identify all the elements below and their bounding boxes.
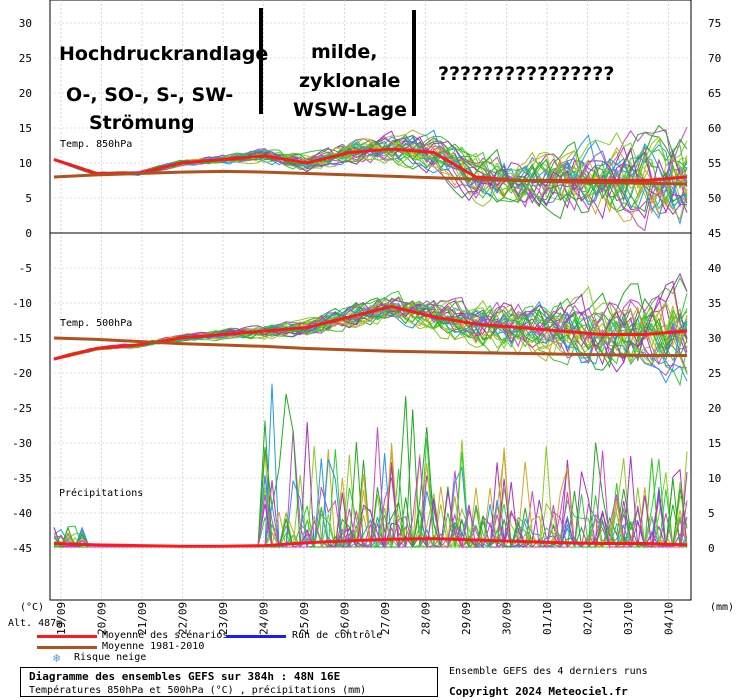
y2-tick-label: 75 bbox=[708, 17, 721, 30]
footer-title: Diagramme des ensembles GEFS sur 384h : … bbox=[29, 670, 341, 683]
y2-tick-label: 50 bbox=[708, 192, 721, 205]
y2-tick-label: 60 bbox=[708, 122, 721, 135]
y-tick-label: -30 bbox=[12, 437, 32, 450]
x-tick-label: 29/09 bbox=[460, 602, 473, 635]
footer-subtitle: Températures 850hPa et 500hPa (°C) , pré… bbox=[29, 685, 367, 696]
y-tick-label: -15 bbox=[12, 332, 32, 345]
annotation-wsw-lage: WSW-Lage bbox=[293, 99, 407, 121]
y2-tick-label: 45 bbox=[708, 227, 721, 240]
left-unit-label: (°C) bbox=[20, 602, 44, 613]
x-tick-label: 22/09 bbox=[177, 602, 190, 635]
y2-tick-label: 25 bbox=[708, 367, 721, 380]
y2-tick-label: 55 bbox=[708, 157, 721, 170]
y-tick-label: -45 bbox=[12, 542, 32, 555]
y-tick-label: -10 bbox=[12, 297, 32, 310]
y2-tick-label: 5 bbox=[708, 507, 715, 520]
x-tick-label: 20/09 bbox=[96, 602, 109, 635]
footer-ensemble-note: Ensemble GEFS des 4 derniers runs bbox=[449, 666, 648, 677]
x-tick-label: 28/09 bbox=[420, 602, 433, 635]
x-tick-label: 24/09 bbox=[258, 602, 271, 635]
x-tick-label: 27/09 bbox=[379, 602, 392, 635]
y-tick-label: -40 bbox=[12, 507, 32, 520]
panel-label-precip: Précipitations bbox=[59, 487, 143, 499]
y-tick-label: 10 bbox=[19, 157, 32, 170]
panel-label-500: Temp. 500hPa bbox=[60, 318, 132, 329]
y-tick-label: -20 bbox=[12, 367, 32, 380]
y-tick-label: 15 bbox=[19, 122, 32, 135]
annotation-hochdruckrandlage: Hochdruckrandlage bbox=[59, 43, 268, 65]
annotation-stroemung: Strömung bbox=[89, 112, 195, 134]
footer-title-box: Diagramme des ensembles GEFS sur 384h : … bbox=[20, 667, 438, 697]
footer-copyright: Copyright 2024 Meteociel.fr bbox=[449, 685, 628, 698]
altitude-label: Alt. 487m bbox=[8, 618, 62, 629]
y-tick-label: -35 bbox=[12, 472, 32, 485]
y2-tick-label: 35 bbox=[708, 297, 721, 310]
x-tick-label: 03/10 bbox=[622, 602, 635, 635]
y2-tick-label: 0 bbox=[708, 542, 715, 555]
x-tick-label: 21/09 bbox=[136, 602, 149, 635]
x-tick-label: 02/10 bbox=[582, 602, 595, 635]
x-tick-label: 30/09 bbox=[501, 602, 514, 635]
annotation-question-marks: ???????????????? bbox=[438, 63, 614, 85]
annotation-stroemungsrichtung: O-, SO-, S-, SW- bbox=[66, 84, 233, 106]
y2-tick-label: 70 bbox=[708, 52, 721, 65]
precip-mean-line bbox=[53, 537, 688, 548]
y-tick-label: 20 bbox=[19, 87, 32, 100]
right-unit-label: (mm) bbox=[710, 602, 734, 613]
y2-tick-label: 10 bbox=[708, 472, 721, 485]
y-tick-label: 25 bbox=[19, 52, 32, 65]
axes: 302520151050-5-10-15-20-25-30-35-40-4575… bbox=[12, 17, 721, 635]
y-tick-label: 30 bbox=[19, 17, 32, 30]
y-tick-label: 5 bbox=[25, 192, 32, 205]
y2-tick-label: 40 bbox=[708, 262, 721, 275]
panel-label-850: Temp. 850hPa bbox=[60, 139, 132, 150]
y2-tick-label: 20 bbox=[708, 402, 721, 415]
annotation-zyklonale: zyklonale bbox=[299, 70, 400, 92]
x-tick-label: 26/09 bbox=[339, 602, 352, 635]
series-line-1 bbox=[53, 336, 687, 357]
x-tick-label: 23/09 bbox=[217, 602, 230, 635]
y2-tick-label: 65 bbox=[708, 87, 721, 100]
series-line-0 bbox=[53, 147, 688, 182]
y-tick-label: -5 bbox=[19, 262, 32, 275]
x-tick-label: 19/09 bbox=[55, 602, 68, 635]
x-tick-label: 04/10 bbox=[663, 602, 676, 635]
annotation-milde: milde, bbox=[311, 41, 378, 63]
series-line-0 bbox=[53, 169, 688, 186]
x-tick-label: 01/10 bbox=[541, 602, 554, 635]
y2-tick-label: 15 bbox=[708, 437, 721, 450]
y-tick-label: -25 bbox=[12, 402, 32, 415]
y-tick-label: 0 bbox=[25, 227, 32, 240]
x-tick-label: 25/09 bbox=[298, 602, 311, 635]
mean-series bbox=[53, 147, 688, 548]
y2-tick-label: 30 bbox=[708, 332, 721, 345]
